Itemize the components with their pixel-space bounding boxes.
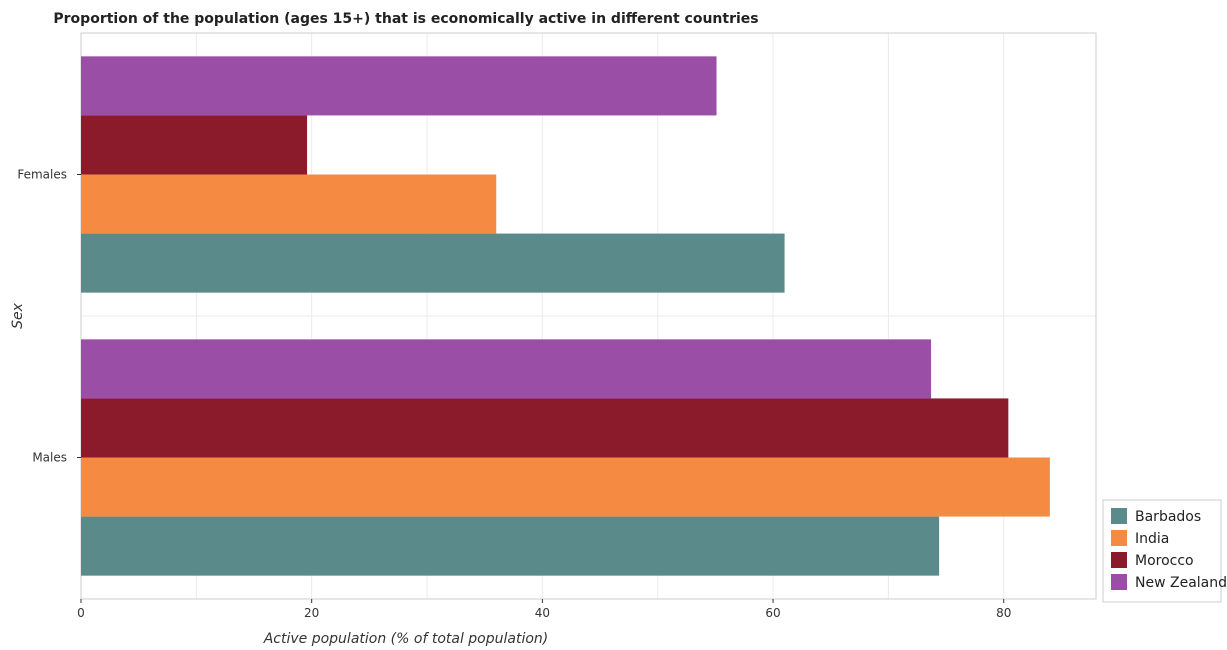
y-tick-labels: Females Males	[17, 168, 81, 465]
legend-label: India	[1135, 531, 1169, 547]
y-tick-label: Females	[17, 168, 67, 182]
chart-title: Proportion of the population (ages 15+) …	[53, 11, 758, 27]
x-tick-label: 80	[996, 606, 1011, 620]
legend-label: New Zealand	[1135, 575, 1227, 591]
legend-label: Morocco	[1135, 553, 1194, 569]
legend-swatch	[1111, 508, 1127, 524]
x-tick-label: 60	[765, 606, 780, 620]
legend-label: Barbados	[1135, 509, 1201, 525]
bars	[81, 56, 1050, 576]
bar-new-zealand-males	[81, 339, 932, 399]
bar-morocco-males	[81, 398, 1009, 458]
legend-swatch	[1111, 552, 1127, 568]
bar-morocco-females	[81, 115, 308, 175]
x-tick-label: 40	[535, 606, 550, 620]
y-axis-label: Sex	[10, 302, 26, 329]
x-tick-labels: 0 20 40 60 80	[77, 599, 1011, 620]
x-tick-label: 0	[77, 606, 85, 620]
y-tick-label: Males	[32, 451, 67, 465]
legend: Barbados India Morocco New Zealand	[1102, 499, 1227, 603]
bar-india-males	[81, 457, 1050, 517]
plot-frame	[80, 32, 1097, 600]
bar-new-zealand-females	[81, 56, 717, 116]
legend-swatch	[1111, 574, 1127, 590]
bar-barbados-females	[81, 233, 785, 293]
legend-swatch	[1111, 530, 1127, 546]
x-tick-label: 20	[304, 606, 319, 620]
bar-india-females	[81, 174, 497, 234]
x-axis-label: Active population (% of total population…	[263, 631, 549, 647]
bar-barbados-males	[81, 516, 940, 576]
